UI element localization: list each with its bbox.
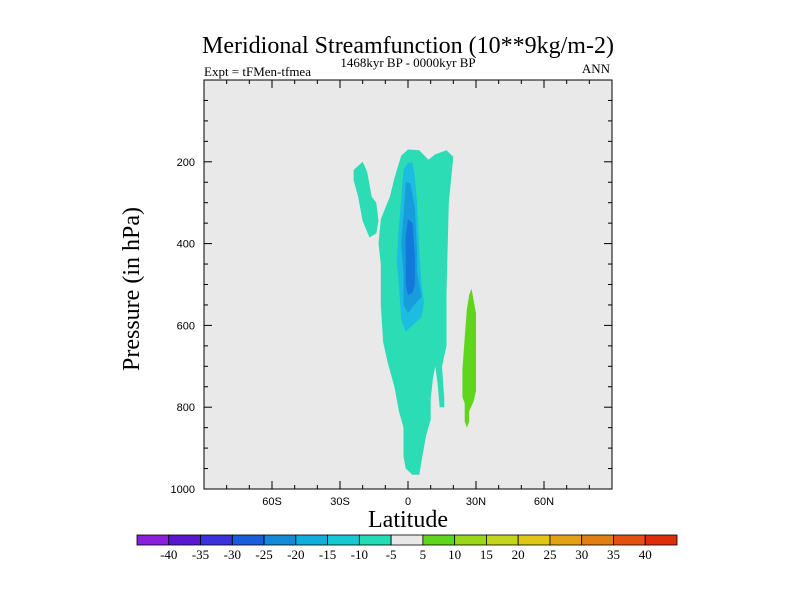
colorbar-swatch — [613, 534, 646, 546]
colorbar-swatch — [517, 534, 551, 546]
y-tick-label: 400 — [177, 239, 195, 251]
colorbar-swatch — [200, 534, 233, 546]
colorbar-swatch — [295, 534, 328, 546]
colorbar-label: 25 — [543, 547, 556, 562]
colorbar-swatch — [454, 534, 487, 546]
colorbar-label: 5 — [420, 547, 427, 562]
y-tick-label: 800 — [177, 402, 195, 414]
colorbar-swatch — [422, 534, 456, 546]
x-tick-label: 60N — [534, 496, 554, 508]
contour-region-1 — [353, 161, 379, 238]
time-range-label: 1468kyr BP - 0000kyr BP — [340, 55, 475, 70]
x-tick-label: 0 — [405, 496, 411, 508]
experiment-label: Expt = tFMen-tfmea — [204, 64, 311, 79]
colorbar-swatch — [486, 534, 519, 546]
colorbar-label: 15 — [480, 547, 493, 562]
contour-region-5 — [405, 219, 415, 295]
y-axis-label: Pressure (in hPa) — [119, 207, 145, 371]
colorbar-swatch — [136, 534, 170, 546]
colorbar-label: -30 — [224, 547, 241, 562]
colorbar-swatch — [327, 534, 360, 546]
colorbar-label: 20 — [512, 547, 525, 562]
colorbar-swatch — [644, 534, 678, 546]
colorbar-swatch — [358, 534, 392, 546]
x-axis-label: Latitude — [368, 507, 448, 533]
y-tick-label: 200 — [177, 157, 195, 169]
colorbar-label: 40 — [639, 547, 652, 562]
colorbar-swatch — [263, 534, 297, 546]
season-label: ANN — [582, 61, 611, 76]
y-tick-label: 1000 — [171, 484, 195, 496]
chart-title: Meridional Streamfunction (10**9kg/m-2) — [202, 33, 614, 59]
colorbar-label: -40 — [160, 547, 177, 562]
colorbar-swatch — [581, 534, 614, 546]
colorbar-swatch — [231, 534, 265, 546]
colorbar-label: 10 — [448, 547, 461, 562]
colorbar-label: -20 — [287, 547, 304, 562]
contour-region-6 — [462, 288, 476, 428]
colorbar-swatch — [549, 534, 583, 546]
x-tick-label: 60S — [262, 496, 282, 508]
colorbar-label: -15 — [319, 547, 336, 562]
plot-area: 200 400 600 800 1000 60S 30S 0 30N 60N — [171, 79, 613, 508]
colorbar-swatch — [168, 534, 201, 546]
y-tick-label: 600 — [177, 320, 195, 332]
colorbar-label: -10 — [351, 547, 368, 562]
x-tick-label: 30S — [330, 496, 350, 508]
colorbar-label: 30 — [575, 547, 588, 562]
x-tick-label: 30N — [466, 496, 486, 508]
colorbar: -40 -35 -30 -25 -20 -15 -10 -5 5 10 15 20 25 30 35 40 — [136, 534, 678, 562]
colorbar-label: 35 — [607, 547, 620, 562]
colorbar-label: -25 — [255, 547, 272, 562]
colorbar-swatch — [390, 534, 424, 546]
colorbar-label: -35 — [192, 547, 209, 562]
colorbar-label: -5 — [386, 547, 397, 562]
